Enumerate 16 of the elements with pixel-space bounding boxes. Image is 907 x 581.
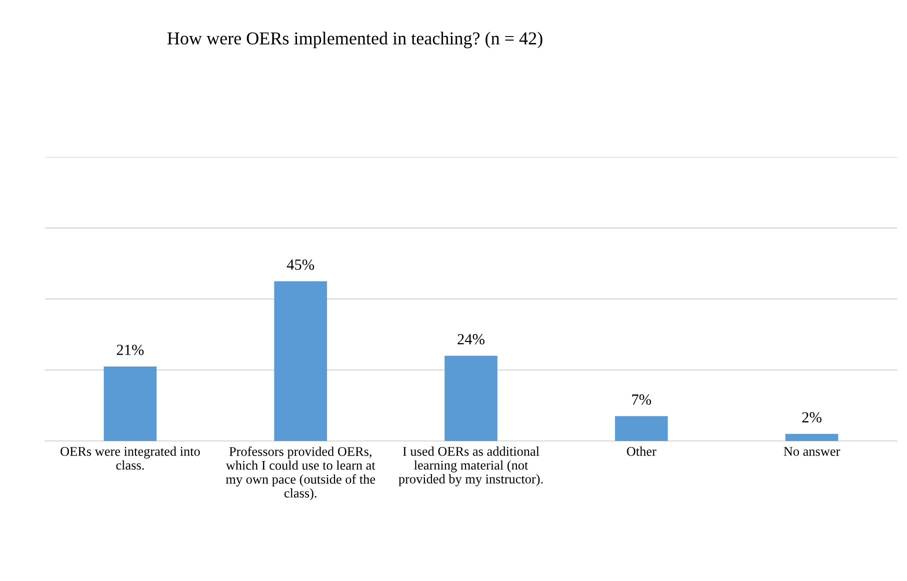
bar — [104, 366, 157, 441]
data-label: 7% — [632, 394, 652, 405]
x-tick-label: Professors provided OERs, which I could use to learn at my own pace (outside of the class). — [226, 446, 376, 500]
chart-title: How were OERs implemented in teaching? (n = 42) — [167, 32, 542, 48]
x-tick-label: Other — [626, 446, 656, 456]
bar — [785, 434, 838, 441]
bar — [274, 281, 328, 441]
bar — [614, 416, 668, 441]
data-label: 2% — [802, 412, 822, 423]
x-tick-label: OERs were integrated into class. — [60, 446, 200, 470]
data-label: 45% — [286, 260, 314, 270]
data-label: 24% — [458, 334, 484, 344]
x-tick-label: I used OERs as additional learning material (not provided by my instructor). — [398, 446, 543, 486]
data-label: 21% — [116, 344, 144, 356]
x-tick-label: No answer — [784, 447, 840, 456]
bar — [444, 356, 498, 441]
